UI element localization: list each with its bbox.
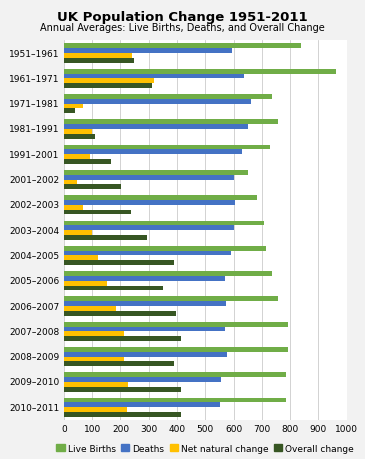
Bar — [64, 100, 250, 104]
Bar — [64, 387, 181, 392]
Bar — [64, 120, 278, 125]
Bar — [64, 327, 225, 331]
Bar — [64, 403, 220, 408]
Bar — [64, 373, 286, 377]
Bar — [64, 180, 77, 185]
Bar — [64, 134, 95, 139]
Bar — [64, 331, 124, 336]
Bar — [64, 322, 288, 327]
Bar — [64, 175, 234, 180]
Bar — [64, 221, 264, 226]
Bar — [64, 347, 288, 352]
Bar — [64, 408, 127, 412]
Bar — [64, 160, 111, 164]
Bar — [64, 226, 234, 230]
Bar — [64, 336, 181, 341]
Text: UK Population Change 1951-2011: UK Population Change 1951-2011 — [57, 11, 308, 24]
Bar — [64, 205, 83, 210]
Bar — [64, 412, 181, 417]
Bar — [64, 357, 124, 362]
Bar — [64, 311, 176, 316]
Legend: Live Births, Deaths, Net natural change, Overall change: Live Births, Deaths, Net natural change,… — [53, 440, 358, 456]
Bar — [64, 125, 248, 130]
Bar — [64, 146, 270, 150]
Bar — [64, 398, 286, 403]
Text: Annual Averages: Live Births, Deaths, and Overall Change: Annual Averages: Live Births, Deaths, an… — [40, 22, 325, 33]
Bar — [64, 281, 107, 286]
Bar — [64, 235, 147, 240]
Bar — [64, 79, 154, 84]
Bar — [64, 150, 242, 155]
Bar — [64, 272, 272, 276]
Bar — [64, 201, 235, 205]
Bar — [64, 171, 248, 175]
Bar — [64, 70, 336, 74]
Bar — [64, 104, 83, 109]
Bar — [64, 352, 227, 357]
Bar — [64, 95, 272, 100]
Bar — [64, 261, 174, 265]
Bar — [64, 74, 244, 79]
Bar — [64, 155, 91, 160]
Bar — [64, 230, 92, 235]
Bar — [64, 276, 225, 281]
Bar — [64, 302, 226, 307]
Bar — [64, 185, 121, 190]
Bar — [64, 45, 301, 49]
Bar — [64, 196, 257, 201]
Bar — [64, 251, 231, 256]
Bar — [64, 129, 92, 134]
Bar — [64, 109, 75, 114]
Bar — [64, 84, 151, 89]
Bar — [64, 49, 232, 54]
Bar — [64, 382, 128, 387]
Bar — [64, 377, 222, 382]
Bar — [64, 210, 131, 215]
Bar — [64, 297, 278, 302]
Bar — [64, 54, 132, 59]
Bar — [64, 362, 174, 366]
Bar — [64, 59, 134, 63]
Bar — [64, 256, 98, 261]
Bar — [64, 307, 116, 311]
Bar — [64, 286, 162, 291]
Bar — [64, 246, 266, 251]
